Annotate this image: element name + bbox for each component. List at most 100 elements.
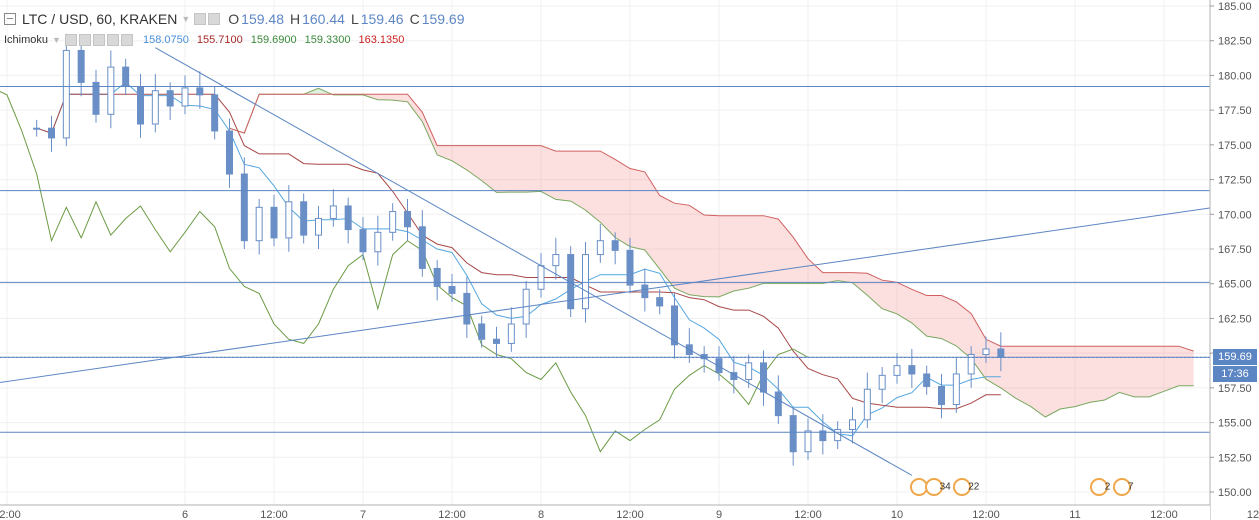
symbol-legend: LTC / USD, 60, KRAKEN ▼ O 159.48 H 160.44 …: [0, 10, 465, 28]
time-tick-label: 12:00: [1150, 509, 1178, 520]
cloud-segment: [437, 145, 452, 161]
close-icon[interactable]: [120, 34, 133, 46]
ohlc-value-low: 159.46: [360, 11, 404, 27]
cloud-segment: [496, 145, 512, 193]
cloud-segment: [600, 151, 616, 238]
cloud-segment: [615, 159, 630, 247]
ohlc-key-open: O: [228, 11, 240, 27]
cloud-segment: [763, 215, 779, 284]
economic-event-marker-2[interactable]: 2 7: [1090, 478, 1133, 496]
collapse-icon[interactable]: [4, 13, 16, 25]
candle-body: [760, 362, 767, 393]
cloud-segment: [971, 313, 986, 380]
senkou-a-line: [229, 87, 1194, 418]
time-axis: 12:00 6 12:00 7 12:00 8 12:00 9 12:00 10 12:00 11 12…: [0, 504, 1259, 520]
settings-icon[interactable]: [194, 13, 207, 25]
cloud: [229, 88, 1194, 418]
candle-body: [938, 385, 945, 406]
chevron-down-icon[interactable]: ▼: [52, 35, 61, 45]
candle-body: [715, 358, 723, 374]
chevron-down-icon[interactable]: ▼: [181, 14, 191, 24]
ohlc-key-high: H: [289, 11, 301, 27]
price-tick-label: 185.00: [1218, 1, 1252, 13]
price-tick-label: 177.50: [1218, 105, 1252, 117]
candle-body: [596, 240, 604, 256]
cloud-segment: [926, 295, 942, 339]
candle-body: [255, 206, 263, 242]
eye-icon[interactable]: [78, 34, 91, 46]
candle-body: [226, 130, 233, 175]
candle-body: [107, 66, 115, 115]
candle-body: [33, 127, 41, 130]
candle-body: [300, 201, 308, 236]
price-tick-label: 157.50: [1218, 383, 1252, 395]
candle-body: [774, 391, 782, 417]
candle-body: [537, 265, 545, 290]
cloud-segment: [541, 145, 556, 200]
candle-body: [270, 206, 278, 239]
economic-event-marker[interactable]: 34 22: [910, 478, 979, 496]
candle-body: [92, 81, 100, 115]
indicator-value-chikou: 159.6900: [250, 34, 297, 46]
trend-line: [155, 47, 913, 476]
candle-body: [137, 86, 144, 125]
indicator-value-senkou-b: 163.1350: [358, 34, 405, 46]
ohlc-value-high: 160.44: [302, 11, 345, 27]
time-tick-label: 12:00: [0, 509, 21, 520]
candle-body: [849, 419, 856, 431]
candle-body: [493, 338, 500, 344]
cloud-segment: [778, 219, 794, 284]
price-tick-label: 182.50: [1218, 36, 1252, 48]
ohlc-key-close: C: [409, 11, 420, 27]
indicator-value-senkou-a: 159.3300: [304, 34, 351, 46]
candle-body: [789, 415, 797, 453]
cloud-segment: [1119, 346, 1135, 397]
ohlc-value-open: 159.48: [241, 11, 284, 27]
cloud-segment: [793, 237, 808, 284]
cloud-segment: [1075, 346, 1090, 407]
cloud-segment: [1060, 346, 1075, 410]
candle-body: [433, 267, 441, 287]
candle-body: [641, 284, 649, 299]
settings-icon[interactable]: [64, 34, 77, 46]
cloud-segment: [852, 272, 868, 296]
ohlc-key-low: L: [350, 11, 359, 27]
candle-body: [166, 90, 174, 107]
time-tick-label: 6: [182, 509, 188, 520]
time-tick-label: 11: [1069, 509, 1080, 520]
move-icon[interactable]: [92, 34, 105, 46]
cloud-segment: [674, 203, 690, 295]
time-tick-label: 12: [1247, 509, 1259, 520]
candle-body: [611, 240, 619, 251]
price-axis: 150.00152.50155.00157.50160.00162.50165.…: [1209, 0, 1259, 520]
candle-body: [626, 249, 634, 286]
eye-icon[interactable]: [208, 13, 221, 25]
candle-body: [567, 254, 575, 310]
cloud-segment: [511, 145, 527, 193]
cloud-segment: [689, 205, 705, 297]
indicator-value-tenkan: 158.0750: [142, 34, 189, 46]
grid: [0, 0, 1254, 505]
candle-body: [582, 254, 589, 310]
cloud-segment: [733, 215, 749, 292]
symbol-label: LTC / USD, 60, KRAKEN: [22, 11, 178, 27]
candle-body: [404, 211, 411, 228]
candle-body: [196, 87, 204, 96]
time-tick-label: 7: [360, 509, 366, 520]
cloud-segment: [481, 145, 497, 193]
cloud-segment: [526, 145, 541, 193]
candle-body: [982, 348, 990, 356]
indicator-legend: Ichimoku ▼ 158.0750 155.7100 159.6900 15…: [0, 31, 404, 49]
candle-body: [967, 354, 975, 375]
cloud-segment: [748, 215, 764, 289]
price-tick-label: 155.00: [1218, 418, 1252, 430]
cloud-segment: [911, 289, 927, 337]
chikou-line: [0, 91, 809, 453]
price-tick-label: 172.50: [1218, 175, 1252, 187]
candle-body: [48, 127, 55, 139]
candle-body: [656, 297, 664, 307]
more-icon[interactable]: [106, 34, 119, 46]
kijun-line: [36, 93, 1001, 410]
cloud-segment: [466, 145, 482, 181]
